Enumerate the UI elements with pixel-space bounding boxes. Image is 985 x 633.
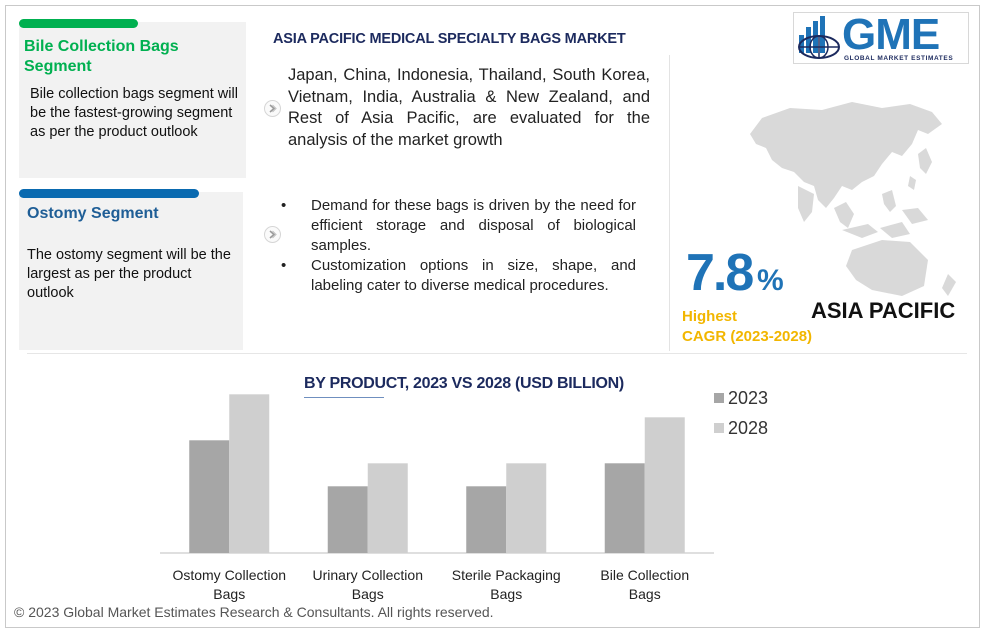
- card-text: Bile collection bags segment will be the…: [30, 86, 238, 140]
- legend-2023: 2023: [714, 388, 768, 409]
- bar-2023-2: [466, 486, 507, 553]
- category-label: Ostomy Collection Bags: [172, 567, 286, 602]
- category-label: Bile Collection Bags: [600, 567, 689, 602]
- bar-2023-3: [604, 463, 645, 553]
- chevron-right-icon: [264, 100, 281, 117]
- card-title: Ostomy Segment: [27, 205, 159, 222]
- bar-2023-0: [189, 440, 230, 553]
- logo-wordmark: GME: [842, 10, 940, 59]
- legend-2028: 2028: [714, 418, 768, 439]
- horizontal-divider: [27, 353, 967, 354]
- copyright-footer: © 2023 Global Market Estimates Research …: [14, 604, 494, 620]
- globe-chart-icon: [798, 16, 840, 59]
- region-label: ASIA PACIFIC: [811, 298, 956, 323]
- gme-logo: GME GLOBAL MARKET ESTIMATES: [793, 10, 969, 64]
- cagr-label-line1: Highest: [682, 308, 738, 325]
- cagr-unit: %: [757, 264, 784, 297]
- infographic-frame: [5, 5, 980, 628]
- bullet-item: Demand for these bags is driven by the n…: [280, 196, 636, 256]
- chart-title-underline: [304, 397, 384, 398]
- chart-title: BY PRODUCT, 2023 VS 2028 (USD BILLION): [304, 375, 624, 392]
- page-title: ASIA PACIFIC MEDICAL SPECIALTY BAGS MARK…: [273, 31, 626, 47]
- vertical-divider: [669, 55, 670, 351]
- card-accent-bar: [19, 189, 199, 198]
- category-label: Urinary Collection Bags: [313, 567, 423, 602]
- cagr-value: 7.8: [686, 244, 754, 302]
- card-title: Bile Collection Bags Segment: [24, 38, 179, 75]
- legend-label: 2028: [728, 418, 769, 438]
- legend-swatch: [714, 393, 724, 403]
- bar-2023-1: [327, 486, 368, 553]
- bar-2028-0: [229, 394, 270, 553]
- legend-label: 2023: [728, 388, 769, 408]
- cagr-label-line2: CAGR (2023-2028): [682, 328, 813, 345]
- cagr-label: Highest CAGR (2023-2028): [682, 307, 812, 347]
- bile-segment-card: Bile Collection Bags Segment Bile collec…: [19, 19, 246, 178]
- card-accent-bar: [19, 19, 138, 28]
- logo-subtitle: GLOBAL MARKET ESTIMATES: [844, 55, 954, 62]
- bullet-item: Customization options in size, shape, an…: [280, 256, 636, 296]
- countries-description: Japan, China, Indonesia, Thailand, South…: [288, 66, 650, 149]
- category-label: Sterile Packaging Bags: [452, 567, 561, 602]
- bar-2028-1: [367, 463, 408, 553]
- driver-bullets: Demand for these bags is driven by the n…: [280, 196, 636, 296]
- bar-2028-2: [506, 463, 547, 553]
- ostomy-segment-card: Ostomy Segment The ostomy segment will b…: [19, 189, 243, 350]
- asia-pacific-map: [750, 102, 956, 296]
- chevron-right-icon: [264, 226, 281, 243]
- legend-swatch: [714, 423, 724, 433]
- card-text: The ostomy segment will be the largest a…: [27, 247, 231, 301]
- bar-2028-3: [644, 417, 685, 553]
